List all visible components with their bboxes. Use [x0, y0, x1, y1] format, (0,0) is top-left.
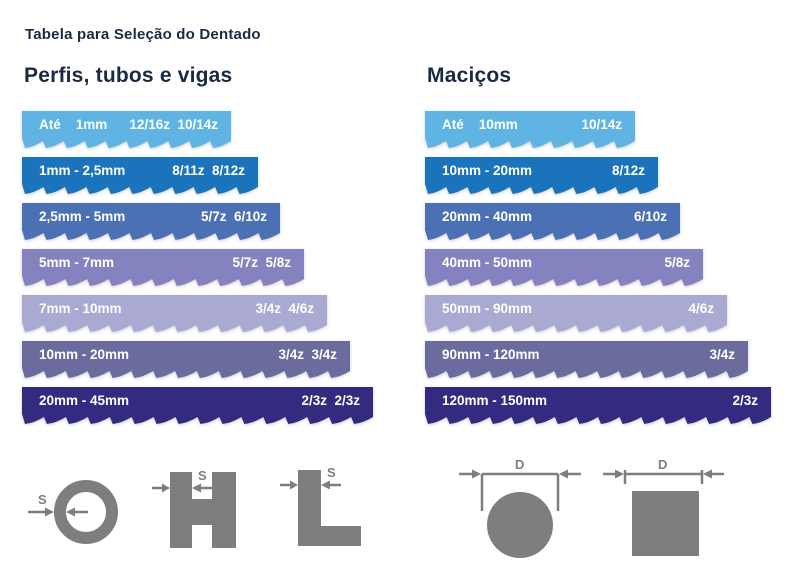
saw-blade-shape	[22, 295, 327, 332]
blade-text: 40mm - 50mm 5/8z	[425, 249, 703, 276]
round-bar-icon: D	[459, 458, 581, 558]
blade-range-label: 2,5mm - 5mm	[39, 209, 126, 224]
blade-list-macicos: Até 10mm 10/14z 10mm - 20mm 8/12z 20mm - 40m…	[425, 111, 785, 425]
saw-blade-shape	[22, 249, 304, 286]
blade-teeth-label: 8/11z 8/12z	[172, 163, 245, 178]
square-bar-icon: D	[603, 458, 724, 556]
l-profile-icon: S	[280, 465, 361, 546]
blade-range-label: 10mm - 20mm	[442, 163, 533, 178]
blade-teeth-label: 3/4z 4/6z	[255, 301, 314, 316]
blade-range-label: 7mm - 10mm	[39, 301, 122, 316]
blade-text: 120mm - 150mm 2/3z	[425, 387, 771, 414]
blade-teeth-label: 4/6z	[688, 301, 714, 316]
blade-teeth-label: 8/12z	[611, 163, 645, 178]
blade-range-label: 90mm - 120mm	[442, 347, 540, 362]
blade-text: 5mm - 7mm 5/7z 5/8z	[22, 249, 304, 276]
blade-range-label: Até 10mm	[442, 117, 518, 132]
blade-bar: 1mm - 2,5mm 8/11z 8/12z	[22, 157, 402, 195]
blade-range-label: 20mm - 45mm	[39, 393, 130, 408]
saw-blade-shape	[22, 341, 350, 378]
blade-text: 7mm - 10mm 3/4z 4/6z	[22, 295, 327, 322]
tube-thickness-label: S	[38, 492, 47, 507]
blade-range-label: 20mm - 40mm	[442, 209, 533, 224]
blade-bar: 7mm - 10mm 3/4z 4/6z	[22, 295, 402, 333]
blade-text: 90mm - 120mm 3/4z	[425, 341, 748, 368]
square-diameter-label: D	[658, 458, 667, 472]
blade-text: 2,5mm - 5mm 5/7z 6/10z	[22, 203, 280, 230]
blade-teeth-label: 10/14z	[581, 117, 622, 132]
blade-teeth-label: 12/16z 10/14z	[129, 117, 218, 132]
saw-blade-shape	[22, 203, 280, 240]
blade-bar: 120mm - 150mm 2/3z	[425, 387, 785, 425]
saw-blade-shape	[425, 387, 771, 424]
saw-blade-shape	[425, 341, 748, 378]
saw-blade-shape	[425, 249, 703, 286]
arrow-right-icon	[162, 483, 170, 493]
blade-bar: 40mm - 50mm 5/8z	[425, 249, 785, 287]
blade-range-label: 50mm - 90mm	[442, 301, 533, 316]
blade-range-label: Até 1mm	[39, 117, 108, 132]
blade-text: 20mm - 45mm 2/3z 2/3z	[22, 387, 373, 414]
blade-teeth-label: 5/8z	[664, 255, 690, 270]
saw-blade-shape	[425, 157, 658, 194]
blade-bar: Até 10mm 10/14z	[425, 111, 785, 149]
blade-range-label: 40mm - 50mm	[442, 255, 533, 270]
blade-teeth-label: 2/3z	[732, 393, 758, 408]
h-beam-icon: S	[152, 468, 236, 548]
saw-blade-shape	[425, 111, 635, 148]
blade-teeth-label: 3/4z	[709, 347, 735, 362]
lprofile-thickness-label: S	[327, 465, 336, 480]
arrow-left-icon	[66, 507, 75, 517]
section-heading-macicos: Maciços	[427, 64, 512, 87]
section-heading-perfis: Perfis, tubos e vigas	[24, 64, 233, 87]
blade-teeth-label: 2/3z 2/3z	[301, 393, 360, 408]
arrow-right-icon	[615, 469, 624, 479]
blade-text: Até 1mm 12/16z 10/14z	[22, 111, 231, 138]
blade-range-label: 1mm - 2,5mm	[39, 163, 126, 178]
blade-teeth-label: 5/7z 6/10z	[200, 209, 267, 224]
blade-list-perfis: Até 1mm 12/16z 10/14z 1mm - 2,5mm 8/11z 8/1…	[22, 111, 402, 425]
blade-range-label: 120mm - 150mm	[442, 393, 548, 408]
section-macicos: Maciços Até 10mm 10/14z 10mm - 20mm 8/12z 20…	[425, 64, 785, 564]
blade-bar: 20mm - 45mm 2/3z 2/3z	[22, 387, 402, 425]
blade-teeth-label: 6/10z	[633, 209, 667, 224]
arrow-right-icon	[290, 480, 298, 490]
blade-bar: 10mm - 20mm 3/4z 3/4z	[22, 341, 402, 379]
arrow-left-icon	[559, 469, 568, 479]
blade-bar: 5mm - 7mm 5/7z 5/8z	[22, 249, 402, 287]
blade-range-label: 5mm - 7mm	[39, 255, 115, 270]
page-title: Tabela para Seleção do Dentado	[25, 26, 261, 43]
profile-shapes-row: S S S	[22, 458, 402, 564]
blade-range-label: 10mm - 20mm	[39, 347, 130, 362]
saw-blade-shape	[425, 295, 727, 332]
blade-teeth-label: 5/7z 5/8z	[232, 255, 291, 270]
blade-text: 20mm - 40mm 6/10z	[425, 203, 680, 230]
tube-cross-section-icon: S	[28, 480, 118, 544]
blade-text: Até 10mm 10/14z	[425, 111, 635, 138]
saw-blade-shape	[22, 387, 373, 424]
saw-blade-shape	[22, 157, 258, 194]
round-diameter-label: D	[515, 458, 524, 472]
arrow-right-icon	[45, 507, 54, 517]
blade-bar: 90mm - 120mm 3/4z	[425, 341, 785, 379]
blade-bar: Até 1mm 12/16z 10/14z	[22, 111, 402, 149]
blade-text: 50mm - 90mm 4/6z	[425, 295, 727, 322]
arrow-left-icon	[192, 483, 201, 493]
blade-bar: 10mm - 20mm 8/12z	[425, 157, 785, 195]
blade-text: 10mm - 20mm 8/12z	[425, 157, 658, 184]
blade-bar: 20mm - 40mm 6/10z	[425, 203, 785, 241]
blade-bar: 50mm - 90mm 4/6z	[425, 295, 785, 333]
blade-text: 1mm - 2,5mm 8/11z 8/12z	[22, 157, 258, 184]
solid-shapes-row: D D	[425, 458, 785, 564]
hbeam-thickness-label: S	[198, 468, 207, 483]
arrow-left-icon	[703, 469, 712, 479]
section-perfis-tubos-vigas: Perfis, tubos e vigas Até 1mm 12/16z 10/1…	[22, 64, 402, 564]
saw-blade-shape	[425, 203, 680, 240]
arrow-right-icon	[472, 469, 481, 479]
blade-teeth-label: 3/4z 3/4z	[278, 347, 337, 362]
arrow-left-icon	[321, 480, 330, 490]
blade-bar: 2,5mm - 5mm 5/7z 6/10z	[22, 203, 402, 241]
blade-text: 10mm - 20mm 3/4z 3/4z	[22, 341, 350, 368]
saw-blade-shape	[22, 111, 231, 148]
